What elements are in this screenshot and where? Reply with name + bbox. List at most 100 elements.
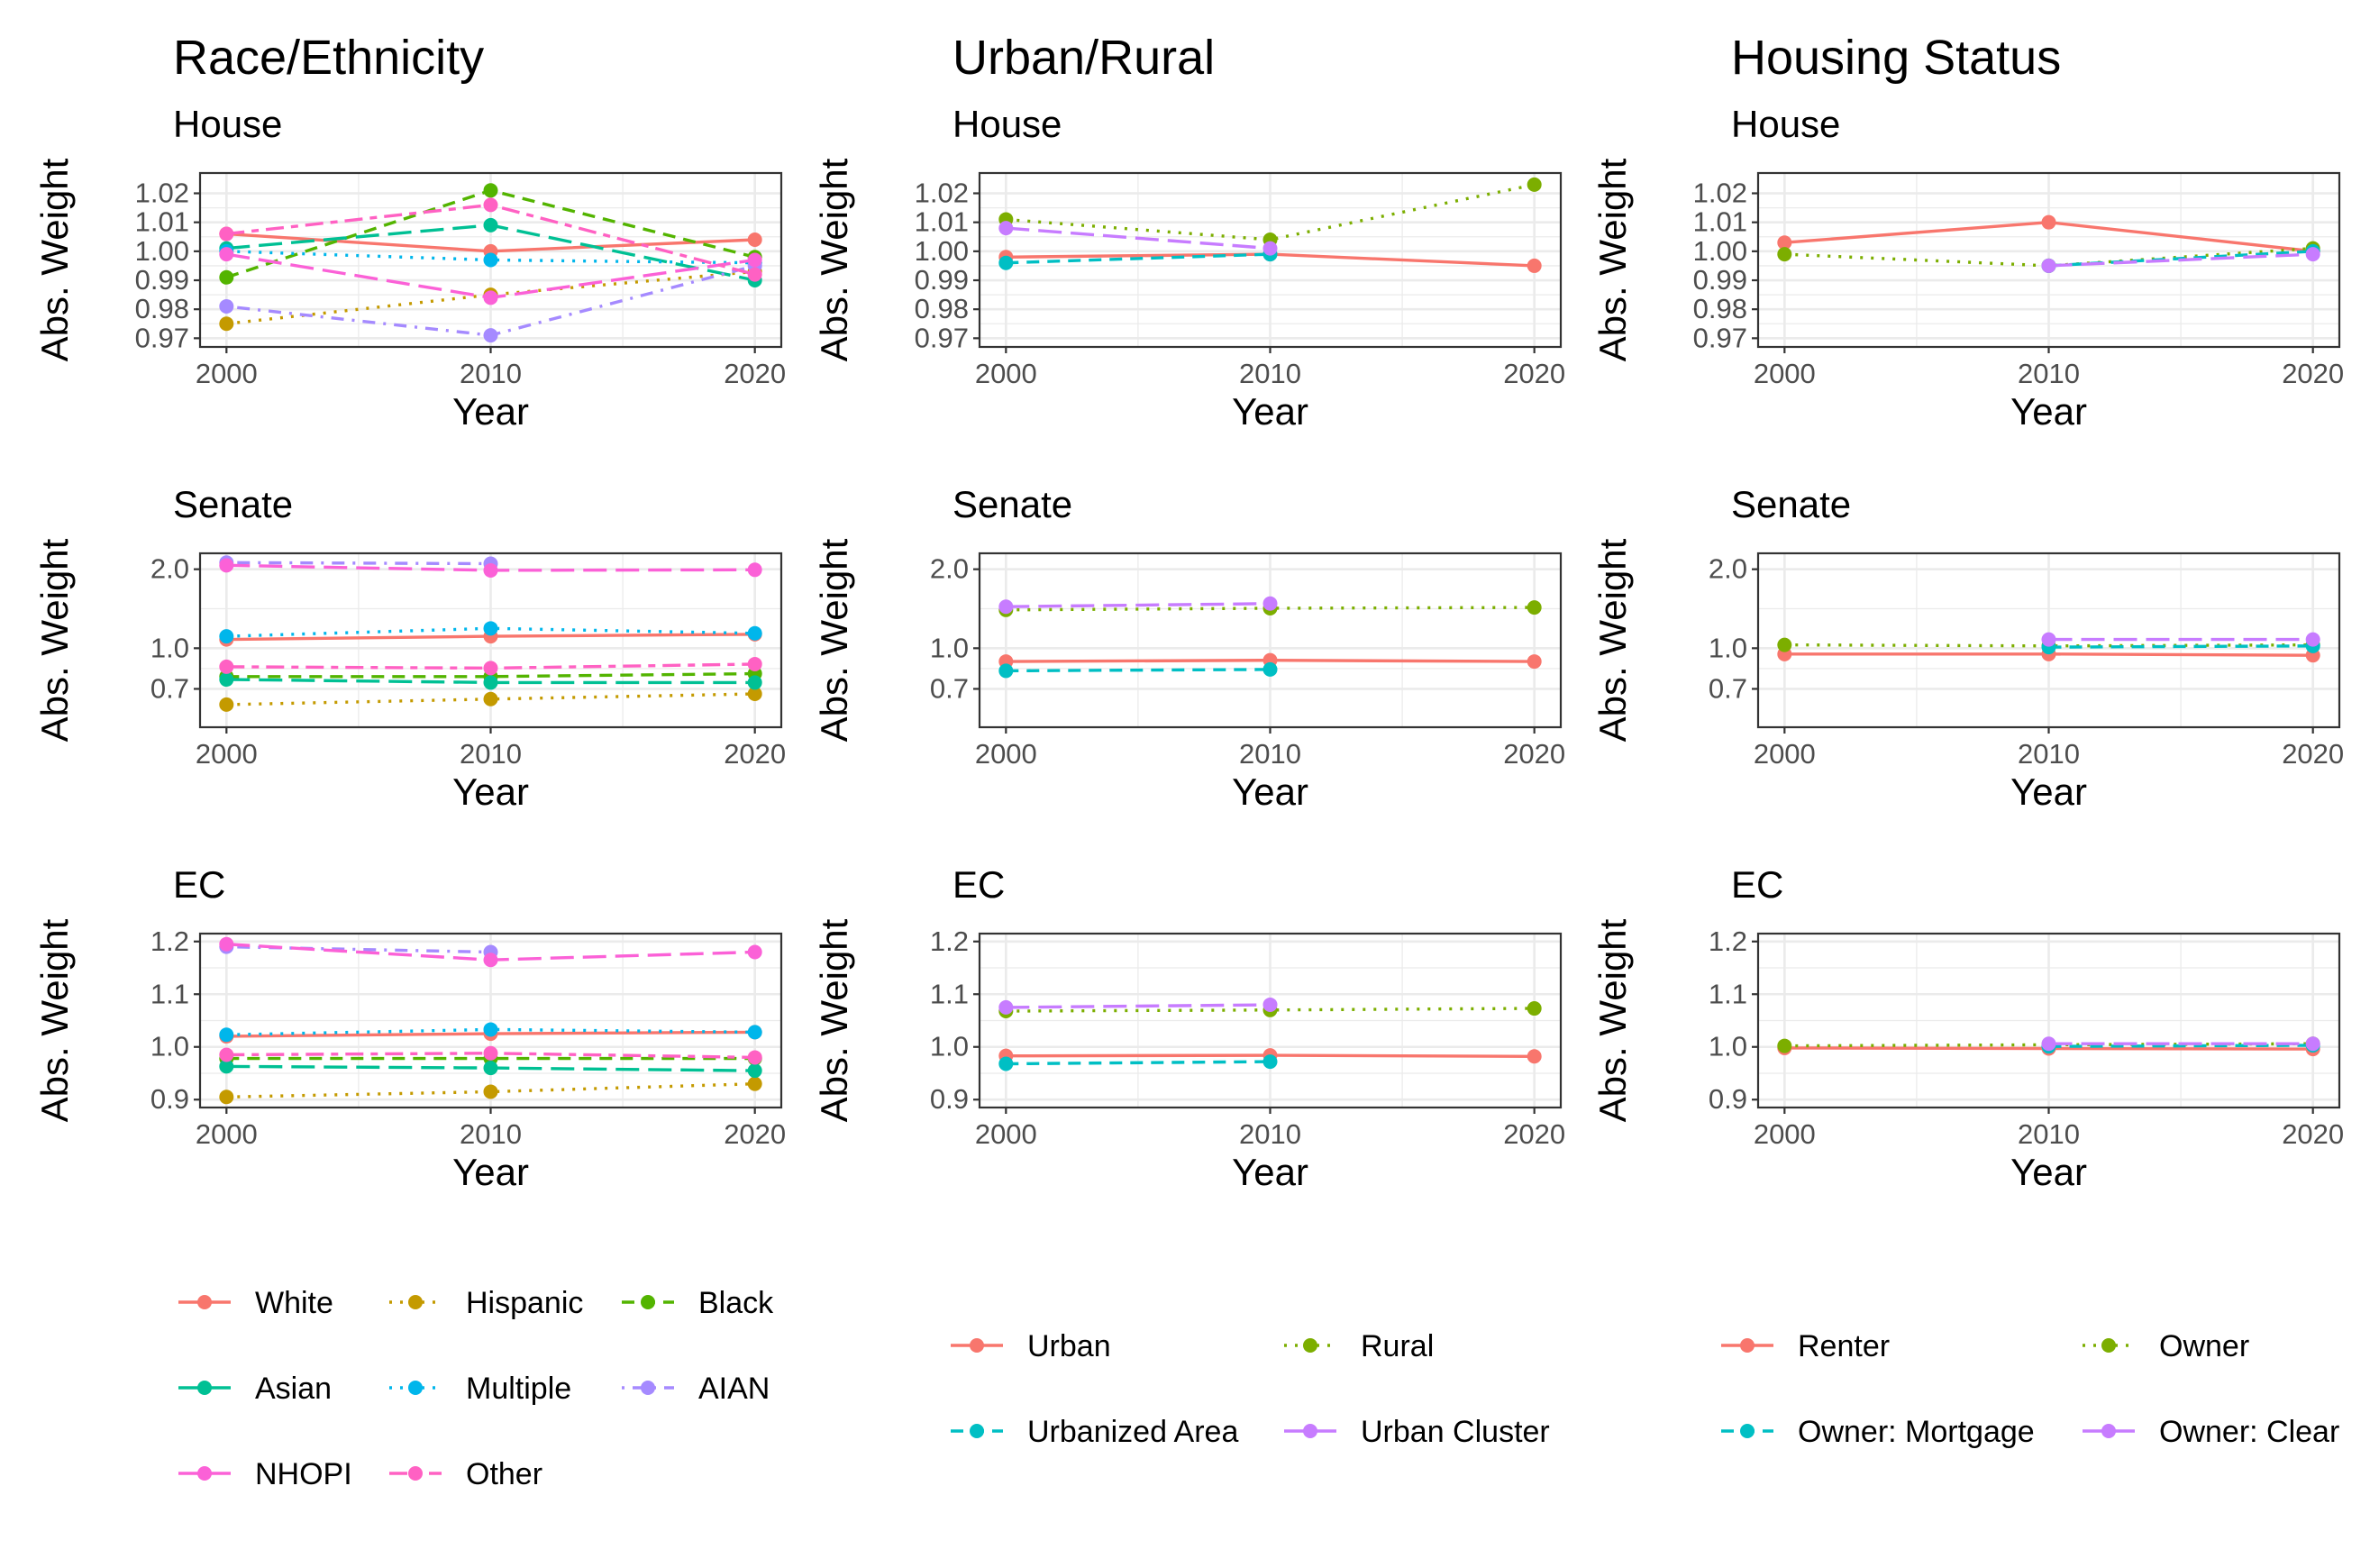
data-point-owner-clear [2305, 632, 2320, 647]
data-point-owner [1777, 1038, 1792, 1053]
y-tick-label: 1.1 [930, 978, 969, 1009]
data-point-other [747, 656, 762, 671]
data-point-nhopi [219, 247, 234, 262]
x-axis-title: Year [1232, 1151, 1308, 1193]
legend-key-point [197, 1381, 212, 1395]
data-point-asian [747, 1063, 762, 1079]
x-axis-title: Year [2010, 1151, 2087, 1193]
y-axis-title: Abs. Weight [1591, 158, 1634, 361]
data-point-urbanized-area [998, 1056, 1014, 1071]
data-point-hispanic [483, 1084, 498, 1099]
y-tick-label: 0.7 [930, 672, 969, 704]
panel-urban-rural-ec: EC 0.9 1.0 1.1 1.2 2000 2010 2020 Year Abs. Weigh… [813, 863, 1565, 1193]
data-point-urbanized-area [1262, 1054, 1278, 1070]
data-point-other [483, 197, 498, 213]
x-tick-label: 2000 [196, 1118, 258, 1150]
legend-item-white: White [178, 1286, 333, 1320]
y-tick-label: 1.1 [150, 978, 189, 1009]
panel-title: EC [1731, 863, 1783, 906]
x-axis-title: Year [1232, 390, 1308, 433]
data-point-multiple [219, 629, 234, 644]
series-line-urbanized-area [1006, 668, 1271, 673]
data-point-urban-cluster [998, 599, 1014, 615]
legend-label: Urbanized Area [1027, 1415, 1238, 1449]
data-point-urbanized-area [998, 255, 1014, 270]
data-point-asian [219, 1059, 234, 1074]
legend-item-owner: Owner [2083, 1329, 2249, 1363]
panel-housing-status-senate: Senate 0.7 1.0 2.0 2000 2010 2020 Year Abs. Weig… [1591, 483, 2344, 813]
x-tick-label: 2020 [1503, 358, 1565, 389]
y-tick-label: 1.1 [1709, 978, 1747, 1009]
data-point-hispanic [219, 316, 234, 332]
data-point-urban [1527, 1049, 1542, 1064]
data-point-urban-cluster [1262, 997, 1278, 1012]
y-tick-label: 0.7 [1709, 672, 1747, 704]
legend-key-point [1303, 1338, 1317, 1353]
data-point-other [483, 1045, 498, 1061]
legend-key-point [408, 1466, 423, 1481]
x-tick-label: 2020 [2282, 1118, 2344, 1150]
y-tick-label: 1.0 [930, 632, 969, 663]
data-point-hispanic [747, 686, 762, 701]
panel-border [978, 552, 1563, 729]
panel-title: House [953, 103, 1062, 145]
data-point-hispanic [219, 1089, 234, 1105]
panel-border [198, 932, 783, 1109]
legend-key-point [2101, 1424, 2116, 1438]
y-tick-label: 1.2 [1709, 925, 1747, 957]
data-point-white [747, 232, 762, 247]
legend-key-point [197, 1295, 212, 1309]
y-tick-label: 1.0 [1709, 1031, 1747, 1062]
y-tick-label: 0.98 [1693, 293, 1747, 324]
panel-urban-rural-house: House 0.970.980.991.001.011.02 2000 2010 202… [813, 103, 1565, 433]
data-point-rural [1527, 600, 1542, 615]
legend-key-point [1303, 1424, 1317, 1438]
panel-housing-status-house: House 0.970.980.991.001.011.02 2000 2010 202… [1591, 103, 2344, 433]
x-tick-label: 2010 [2018, 1118, 2080, 1150]
data-point-multiple [747, 1025, 762, 1040]
panel-title: EC [173, 863, 225, 906]
y-tick-label: 1.0 [150, 632, 189, 663]
legend-label: Owner: Mortgage [1798, 1415, 2035, 1449]
legend-item-owner-clear: Owner: Clear [2083, 1415, 2339, 1449]
y-tick-label: 0.97 [1693, 322, 1747, 353]
y-tick-label: 0.99 [915, 264, 969, 296]
series-line-hispanic [226, 692, 755, 707]
data-point-hispanic [219, 697, 234, 712]
data-point-owner-clear [2041, 632, 2056, 647]
x-axis-title: Year [2010, 770, 2087, 813]
y-tick-label: 1.00 [1693, 235, 1747, 267]
legend-item-renter: Renter [1721, 1329, 1890, 1363]
panel-title: Senate [173, 483, 293, 525]
y-tick-label: 0.98 [915, 293, 969, 324]
panel-title: House [1731, 103, 1840, 145]
data-point-nhopi [747, 562, 762, 578]
data-point-asian [483, 1061, 498, 1076]
y-tick-label: 1.00 [135, 235, 189, 267]
panel-race-ethnicity-house: House 0.970.980.991.001.011.02 2000 2010 202… [33, 103, 786, 433]
legend-label: Renter [1798, 1329, 1890, 1363]
legend-key-point [1740, 1424, 1755, 1438]
y-axis-title: Abs. Weight [33, 538, 76, 742]
legend-key-point [970, 1424, 984, 1438]
data-point-urban-cluster [998, 999, 1014, 1015]
panel-border [1756, 932, 2341, 1109]
data-point-owner [1777, 637, 1792, 652]
series-line-black [226, 671, 755, 679]
series-line-owner [1784, 1042, 2313, 1048]
legend-label: Other [466, 1457, 542, 1491]
legend-label: Asian [255, 1372, 332, 1406]
panel-border [1756, 171, 2341, 349]
x-tick-label: 2010 [2018, 738, 2080, 770]
legend-label: Urban Cluster [1361, 1415, 1550, 1449]
panel-border [198, 552, 783, 729]
y-tick-label: 0.9 [1709, 1083, 1747, 1115]
y-tick-label: 1.0 [1709, 632, 1747, 663]
x-tick-label: 2020 [1503, 738, 1565, 770]
data-point-other [219, 226, 234, 242]
x-axis-title: Year [452, 1151, 529, 1193]
y-tick-label: 1.02 [135, 178, 189, 209]
legend-key-point [2101, 1338, 2116, 1353]
data-point-other [219, 1047, 234, 1062]
series-line-rural [1006, 183, 1536, 242]
